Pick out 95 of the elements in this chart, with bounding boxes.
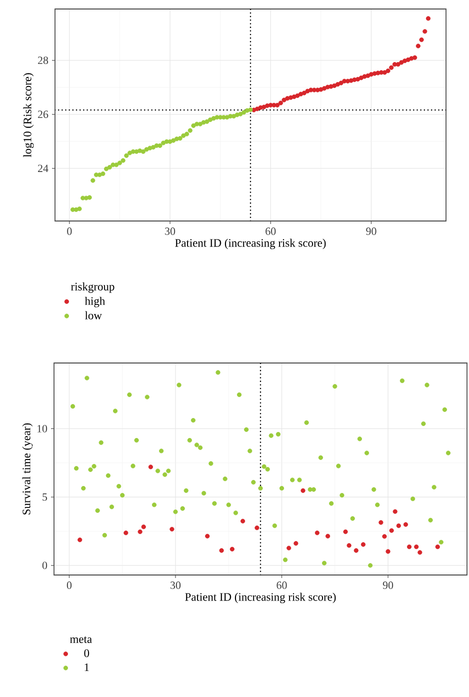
y-axis-title: Survival time (year) — [22, 423, 33, 514]
point — [117, 160, 122, 166]
point — [389, 65, 394, 70]
legend-label: low — [85, 311, 102, 320]
point — [124, 530, 128, 536]
point — [435, 544, 440, 550]
x-tick-label: 30 — [170, 582, 181, 589]
x-tick-label: 90 — [382, 582, 394, 589]
point — [230, 546, 234, 552]
point — [248, 107, 253, 112]
x-tick-label: 60 — [266, 228, 276, 235]
point — [170, 526, 174, 532]
point — [254, 526, 260, 530]
point — [366, 73, 370, 78]
point — [184, 132, 190, 136]
legend-title: riskgroup — [71, 282, 114, 293]
point — [120, 158, 126, 163]
legend-label: high — [84, 296, 106, 308]
legend-title: meta — [70, 636, 92, 643]
point — [188, 128, 192, 133]
y-axis-title: log10 (Risk score) — [23, 73, 34, 158]
point — [314, 530, 320, 536]
point — [114, 162, 119, 168]
point — [150, 144, 156, 150]
y-tick-label: 28 — [38, 56, 48, 64]
point — [107, 164, 112, 170]
point — [295, 93, 300, 98]
point — [77, 206, 82, 212]
point — [87, 195, 92, 200]
point — [178, 136, 182, 141]
y-tick-label: 24 — [38, 164, 48, 172]
y-tick-label: 0 — [42, 562, 48, 570]
x-tick-label: 0 — [67, 228, 72, 235]
x-axis-title: Patient ID (increasing risk score) — [175, 238, 326, 250]
point — [422, 29, 428, 34]
point — [181, 133, 186, 138]
point — [191, 123, 196, 128]
point — [326, 534, 330, 538]
point — [219, 548, 224, 553]
point — [403, 522, 408, 527]
point — [294, 541, 298, 546]
point — [205, 534, 210, 538]
point — [278, 100, 283, 106]
point — [389, 528, 394, 533]
legend-label: 0 — [84, 649, 90, 658]
point — [144, 147, 149, 152]
x-axis-title: Patient ID (increasing risk score) — [185, 592, 336, 604]
point — [332, 83, 337, 88]
point — [382, 534, 387, 539]
point — [416, 44, 420, 48]
y-tick-label: 10 — [37, 424, 48, 432]
point — [414, 544, 419, 550]
point — [282, 98, 286, 102]
x-tick-label: 90 — [366, 228, 376, 235]
point — [241, 110, 246, 115]
point — [406, 544, 412, 550]
point — [392, 509, 398, 514]
point — [238, 112, 243, 116]
point — [275, 102, 280, 108]
point — [305, 88, 310, 94]
y-tick-label: 5 — [42, 493, 48, 501]
point — [204, 119, 210, 124]
point — [78, 538, 82, 542]
point — [240, 518, 246, 524]
point — [396, 523, 401, 528]
point — [360, 542, 366, 547]
point — [419, 37, 424, 42]
point — [399, 60, 404, 65]
point — [338, 80, 344, 86]
point — [138, 529, 142, 534]
point — [90, 178, 96, 183]
point — [100, 171, 106, 176]
point — [378, 520, 384, 525]
point — [412, 55, 418, 60]
point — [141, 524, 146, 530]
point — [386, 68, 390, 74]
x-tick-label: 30 — [165, 228, 176, 235]
point — [158, 143, 162, 148]
point — [346, 543, 352, 548]
point — [396, 62, 400, 67]
point — [418, 550, 422, 555]
point — [386, 549, 390, 554]
point — [124, 153, 129, 158]
point — [343, 529, 348, 534]
y-tick-label: 26 — [38, 110, 48, 118]
point — [286, 546, 292, 550]
legend-label: 1 — [84, 663, 89, 672]
point — [140, 149, 146, 154]
point — [426, 16, 431, 21]
point — [300, 488, 306, 493]
point — [171, 138, 176, 143]
point — [354, 548, 358, 553]
point — [148, 464, 153, 470]
x-tick-label: 0 — [66, 582, 72, 589]
x-tick-label: 60 — [276, 582, 287, 589]
